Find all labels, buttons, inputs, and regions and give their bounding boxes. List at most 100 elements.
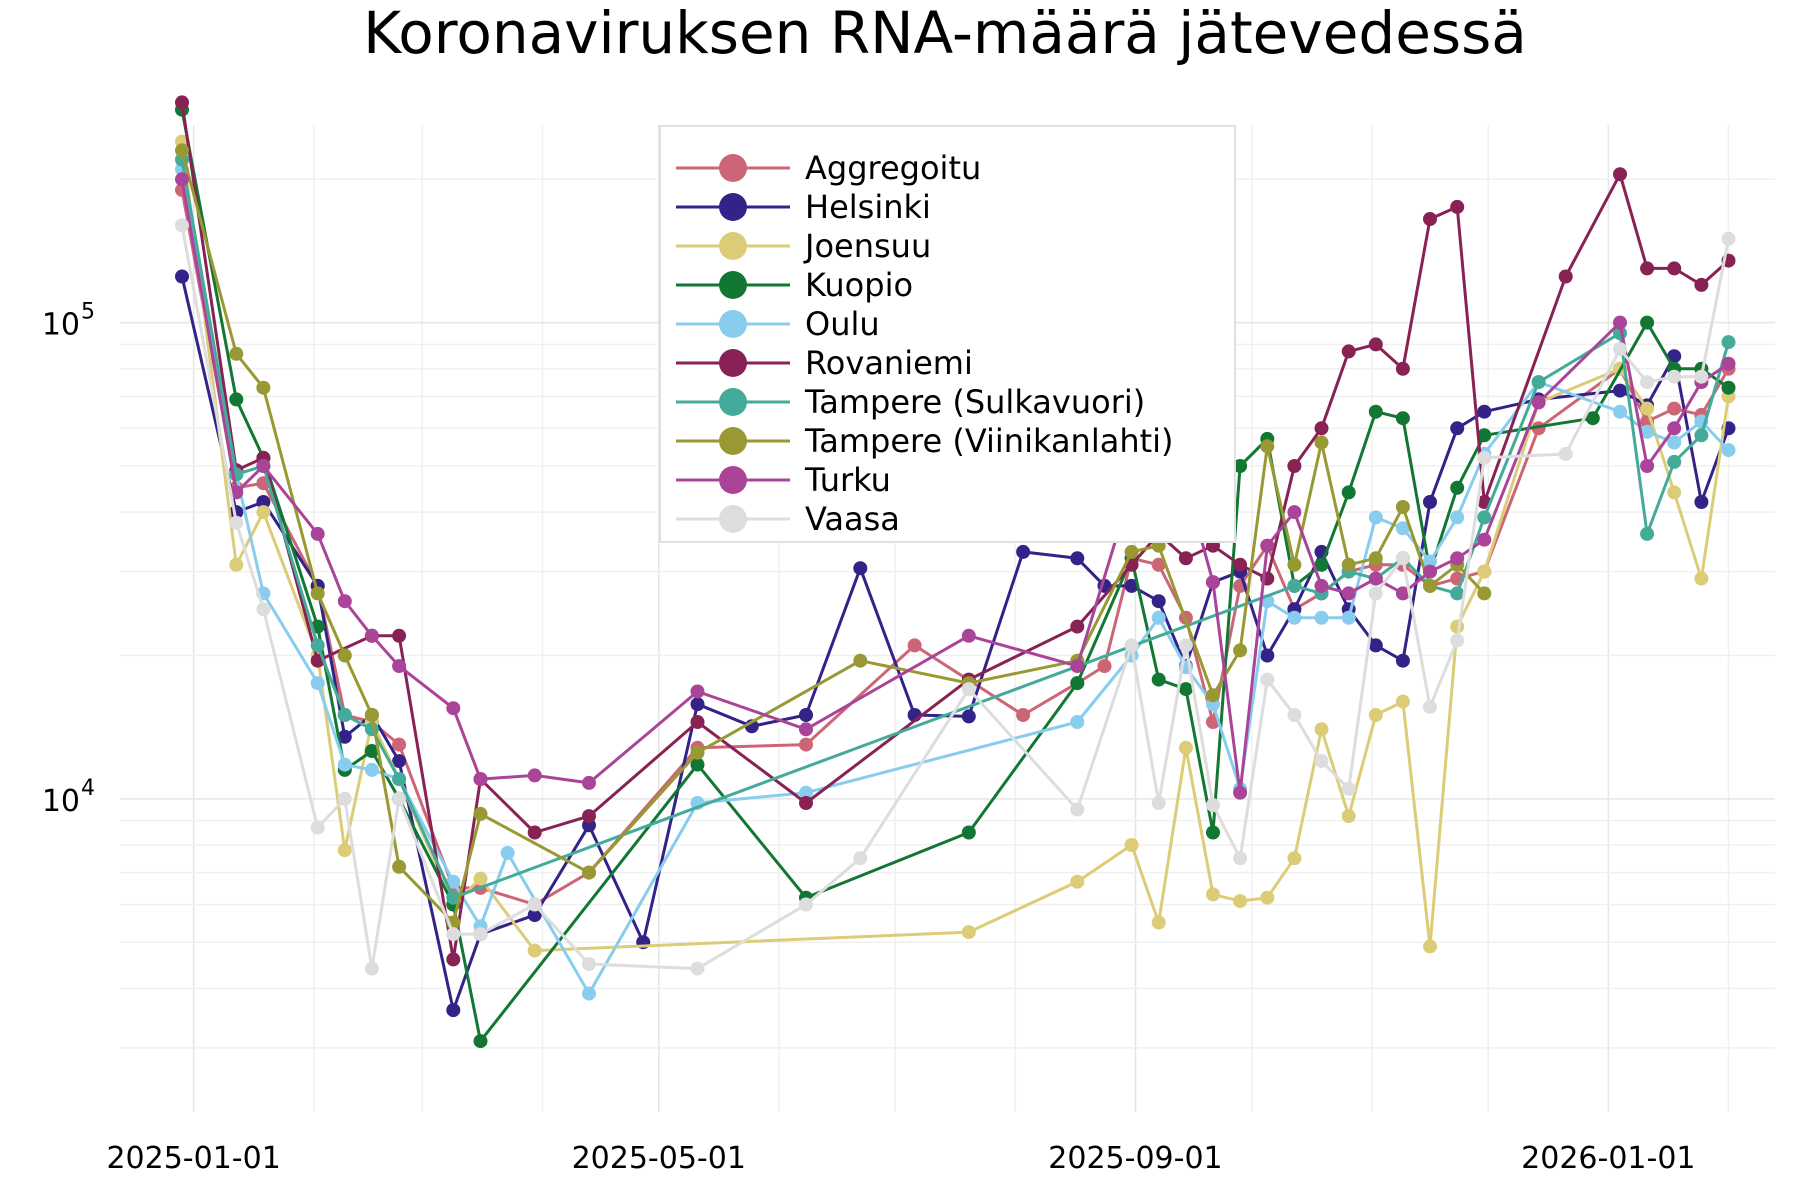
data-point [1450, 421, 1465, 436]
legend: AggregoituHelsinkiJoensuuKuopioOuluRovan… [659, 125, 1236, 543]
data-point [337, 648, 352, 663]
data-point [392, 772, 407, 787]
data-point [392, 754, 407, 769]
data-point [1260, 890, 1275, 905]
data-point [799, 737, 813, 752]
data-point [1016, 708, 1031, 722]
data-point [853, 653, 868, 668]
data-point [1314, 722, 1329, 737]
data-point [1070, 715, 1085, 729]
data-point [1694, 369, 1709, 384]
data-point [1314, 578, 1329, 593]
data-point [907, 638, 922, 653]
data-point [392, 859, 407, 874]
data-point [1260, 538, 1275, 553]
y-tick-exponent: 4 [81, 776, 95, 801]
legend-label: Oulu [805, 305, 880, 343]
legend-label: Vaasa [805, 500, 900, 538]
data-point [527, 825, 542, 840]
data-point [1667, 435, 1682, 450]
data-point [1260, 672, 1275, 687]
data-point [310, 638, 325, 653]
data-point [1314, 421, 1329, 436]
axis-ticks: 2025-01-01 2025-05-01 2025-09-01 2026-01-01… [42, 300, 1696, 1176]
data-point [310, 820, 325, 835]
y-tick-label: 10 [42, 784, 80, 819]
data-point [310, 676, 325, 691]
data-point [337, 708, 352, 722]
data-point [364, 762, 379, 777]
x-tick-label: 2026-01-01 [1521, 1141, 1695, 1176]
data-point [1178, 551, 1193, 566]
series-line [180, 225, 1730, 971]
series-line [180, 159, 1730, 900]
data-point [1368, 708, 1383, 722]
data-point [229, 515, 244, 530]
data-point [175, 95, 189, 110]
data-point [799, 708, 813, 722]
legend-label: Tampere (Viinikanlahti) [804, 422, 1174, 460]
data-point [1070, 802, 1085, 817]
data-point [1368, 586, 1383, 601]
legend-marker [719, 388, 747, 416]
legend-item: Helsinki [676, 188, 931, 226]
data-point [1151, 915, 1166, 930]
data-point [1477, 428, 1492, 443]
data-point [1206, 688, 1220, 703]
data-point [1721, 380, 1736, 395]
data-point [853, 851, 868, 866]
data-point [582, 957, 596, 971]
data-point [1395, 694, 1410, 709]
data-point [1640, 401, 1655, 416]
data-point [1450, 510, 1465, 525]
data-point [256, 495, 271, 509]
data-point [1423, 212, 1437, 226]
data-point [1368, 337, 1383, 352]
data-point [1341, 610, 1356, 625]
data-point [1070, 659, 1085, 674]
data-point [1423, 578, 1437, 593]
data-point [473, 772, 488, 787]
data-point [1423, 495, 1437, 509]
data-point [1341, 557, 1356, 572]
data-point [582, 986, 596, 1001]
data-point [473, 806, 488, 821]
data-point [527, 897, 542, 912]
data-point [1640, 375, 1655, 390]
legend-marker [719, 271, 747, 299]
data-point [1667, 421, 1682, 436]
data-point [1260, 648, 1275, 663]
data-point [1613, 342, 1627, 357]
legend-item: Tampere (Viinikanlahti) [676, 422, 1174, 460]
data-point [1151, 594, 1166, 609]
data-point [446, 952, 461, 967]
data-point [500, 845, 515, 860]
data-point [1206, 798, 1220, 813]
data-point [1260, 439, 1275, 454]
legend-item: Vaasa [676, 500, 900, 538]
data-point [1206, 825, 1220, 840]
data-point [446, 890, 461, 905]
legend-label: Joensuu [803, 227, 931, 265]
data-point [1124, 544, 1139, 559]
series-line [180, 102, 1730, 961]
data-point [1450, 586, 1465, 601]
legend-item: Kuopio [676, 266, 913, 304]
data-point [1450, 199, 1465, 214]
data-point [1287, 459, 1302, 473]
data-point [473, 927, 488, 942]
legend-item: Oulu [676, 305, 880, 343]
data-point [1151, 796, 1166, 810]
data-point [853, 561, 868, 576]
data-point [961, 628, 976, 643]
series-10 [175, 218, 1736, 976]
data-point [446, 927, 461, 942]
data-point [582, 809, 596, 824]
data-point [1341, 586, 1356, 601]
legend-label: Helsinki [805, 188, 931, 226]
legend-label: Kuopio [805, 266, 913, 304]
legend-marker [719, 349, 747, 377]
data-point [310, 526, 325, 541]
data-point [1151, 672, 1166, 687]
data-point [1423, 939, 1437, 954]
